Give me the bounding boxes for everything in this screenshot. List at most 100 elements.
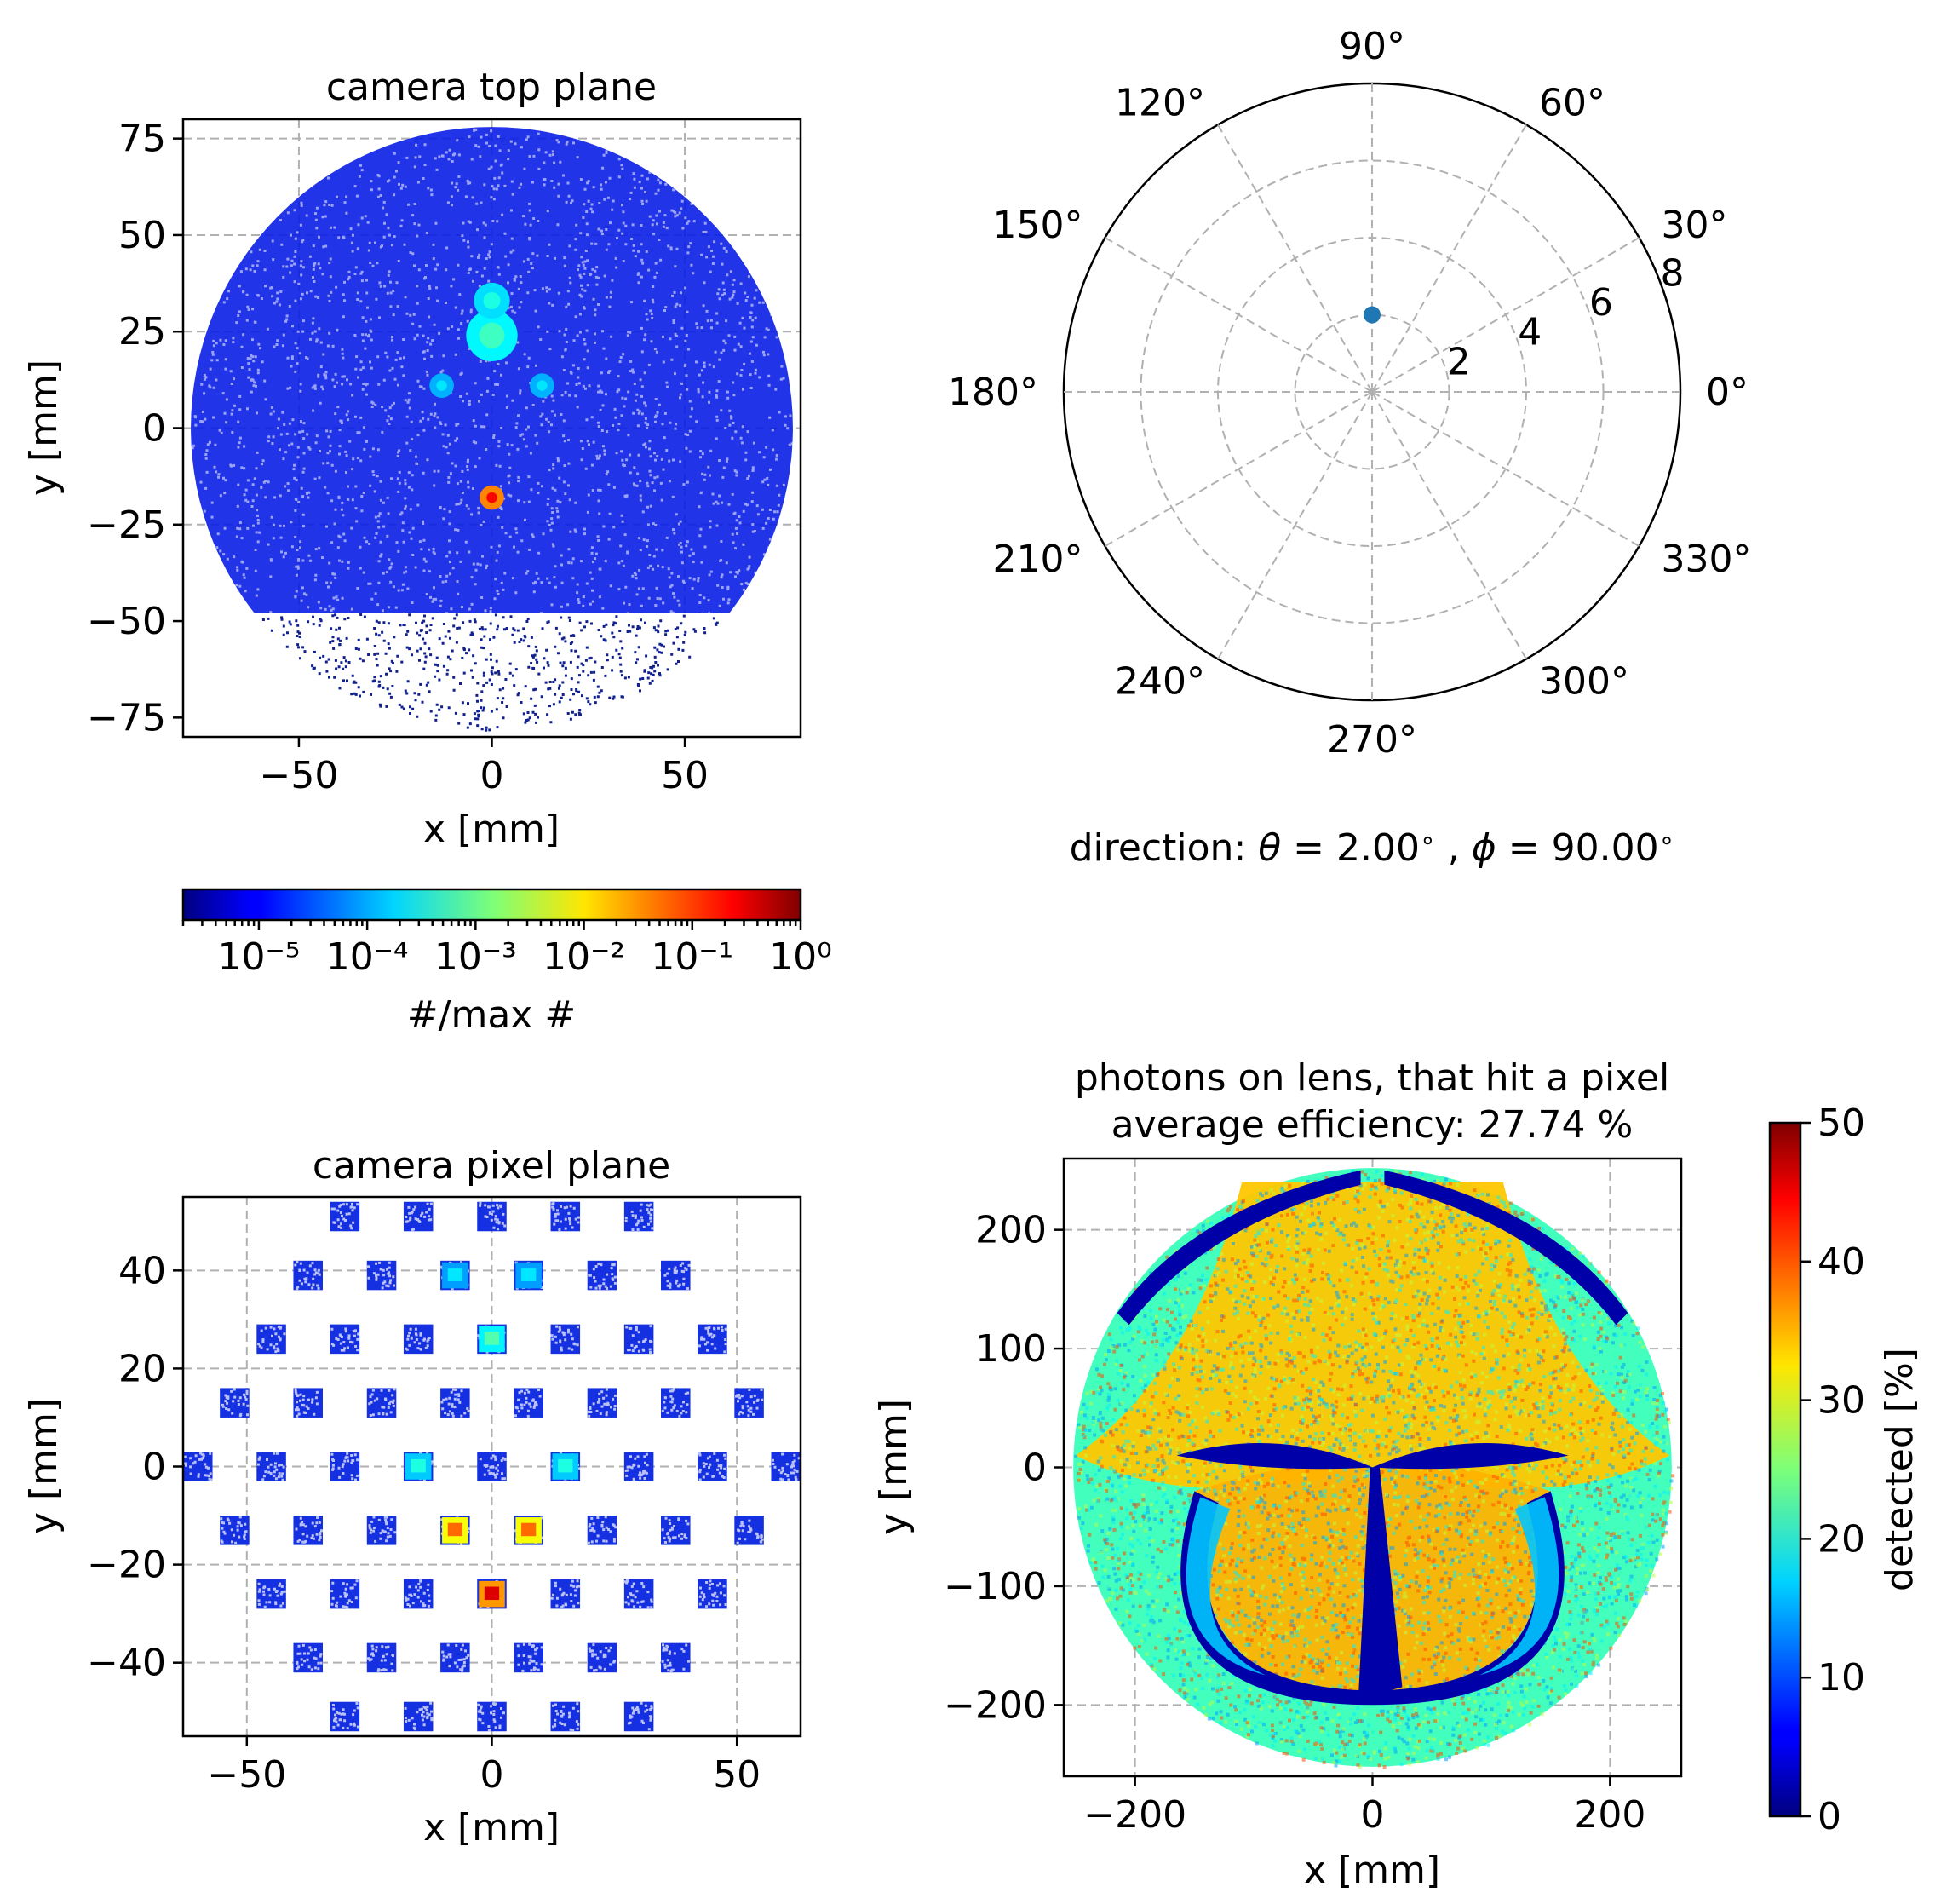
top-plane-title: camera top plane [326,66,657,109]
pixel-cell-speckle [516,1642,543,1672]
top-plane-colorbar-tick-label: 10⁻² [543,935,625,979]
top-plane-hotspot-core [483,292,501,309]
pixel-cell-speckle [587,1516,617,1544]
lens-ytick-label: 100 [975,1327,1047,1371]
polar-rtick-label: 8 [1660,251,1684,295]
pixel-cell-speckle [294,1260,321,1291]
pixel-cell-speckle [479,1201,507,1231]
top-plane-ytick-label: 75 [118,118,166,161]
polar-radial-labels: 2 4 6 8 [1447,251,1685,383]
top-plane-colorbar-label: #/max # [407,993,576,1037]
polar-angle-label: 60° [1539,82,1605,125]
pixel-cell-speckle [735,1388,764,1418]
lens-subtitle: average efficiency: 27.74 % [1111,1103,1634,1147]
pixel-cell-speckle [405,1202,433,1232]
lens-colorbar-label: detected [%] [1878,1348,1921,1591]
pixel-cell-speckle [623,1579,653,1609]
lens-noise [1073,1171,1674,1768]
pixel-cell [330,1201,360,1232]
pixel-cell-speckle [624,1452,649,1481]
lens-colorbar-gradient [1768,1121,1802,1818]
pixel-cell-speckle [550,1579,580,1608]
pixel-cell-speckle [552,1702,580,1732]
top-plane-fringe [261,613,719,732]
top-plane-colorbar-gradient [181,888,802,922]
polar-angle-label: 210° [993,538,1083,581]
polar-angle-label: 120° [1115,82,1205,125]
pixel-cell-speckle [368,1516,397,1543]
pixel-cell-speckle [625,1325,653,1354]
pixel-plane-ytick-label: 40 [118,1249,166,1292]
top-plane-hotspot-core [436,380,447,391]
top-plane-colorbar-tick-label: 10⁻¹ [651,935,733,979]
lens-colorbar-ticks: 0 10 20 30 40 50 [1800,1102,1865,1838]
top-plane-lower-mask [183,613,801,737]
direction-theta-degree: ∘ [1420,825,1436,855]
pixel-plane-xtick-label: 0 [480,1753,504,1797]
pixel-cell-speckle [514,1388,542,1418]
pixel-cell-speckle [221,1388,250,1418]
top-plane-xtick-label: −50 [260,754,339,797]
pixel-cell-core [447,1268,462,1281]
direction-phi-degree: ∘ [1659,825,1675,855]
top-plane-xlabel: x [mm] [423,808,560,851]
pixel-cell [440,1642,470,1673]
pixel-plane-panel: camera pixel plane −50 0 50 −40 −20 0 20 40 x … [22,1144,802,1849]
pixel-plane-x-ticks: −50 0 50 [207,1736,761,1797]
pixel-cell-speckle [698,1326,727,1354]
top-plane-ytick-label: 0 [142,407,166,451]
top-plane-colorbar-tick-label: 10⁻³ [434,935,517,979]
lens-ytick-label: 0 [1023,1447,1047,1490]
top-plane-x-ticks: −50 0 50 [260,737,709,797]
polar-rtick-label: 4 [1518,311,1542,354]
polar-angle-label: 180° [948,371,1038,414]
polar-angle-labels: 0° 30° 60° 90° 120° 150° 180° 210° 240° 270° 300° 3… [948,25,1751,762]
direction-caption-sep: , [1436,826,1472,870]
pixel-plane-ylabel: y [mm] [22,1398,66,1534]
direction-caption: direction: θ = 2.00∘ , ϕ = 90.00∘ [1070,825,1675,870]
pixel-cell-speckle [698,1579,727,1608]
pixel-plane-heatmap [183,1201,801,1732]
lens-ylabel: y [mm] [872,1399,916,1535]
pixel-cell-speckle [295,1516,323,1544]
polar-spoke [1371,237,1640,393]
pixel-plane-grid [183,1197,801,1736]
polar-rtick-label: 2 [1447,340,1471,383]
top-plane-xtick-label: 50 [661,754,709,797]
pixel-plane-ytick-label: −20 [87,1544,166,1587]
pixel-plane-xtick-label: 50 [713,1753,761,1797]
polar-grid [1062,82,1682,702]
polar-spoke [1217,391,1373,660]
lens-ytick-label: −100 [944,1565,1047,1608]
lens-colorbar-tick-label: 40 [1818,1240,1865,1284]
top-plane-hotspot-core [486,492,497,503]
polar-rtick-label: 6 [1589,281,1613,325]
top-plane-y-ticks: −75 −50 −25 0 25 50 75 [87,118,183,739]
pixel-cell-speckle [771,1452,801,1481]
pixel-plane-ytick-label: 20 [118,1347,166,1390]
pixel-cell-speckle [220,1516,248,1544]
polar-angle-label: 330° [1661,538,1751,581]
lens-colorbar-tick-label: 30 [1818,1379,1865,1423]
pixel-cell-speckle [663,1262,691,1290]
pixel-cell-speckle [661,1388,690,1418]
pixel-plane-xtick-label: −50 [207,1753,286,1797]
top-plane-ytick-label: 50 [118,214,166,257]
polar-spoke [1217,124,1373,393]
top-plane-hotspot-core [537,380,548,391]
pixel-cell [734,1388,764,1418]
top-plane-colorbar-tick-label: 10⁰ [769,935,832,979]
top-plane-hotspot-core [479,322,505,348]
pixel-cell-core [521,1268,537,1281]
pixel-cell-speckle [296,1643,323,1671]
polar-angle-label: 300° [1539,659,1629,703]
polar-spoke [1104,237,1373,393]
polar-spoke [1104,391,1373,547]
pixel-cell-speckle [404,1579,431,1608]
pixel-cell-speckle [367,1261,395,1290]
lens-heatmap [1073,1168,1675,1769]
pixel-cell-speckle [698,1452,727,1481]
polar-angle-label: 90° [1339,25,1405,68]
pixel-cell-speckle [551,1202,580,1231]
pixel-cell-core [447,1522,462,1537]
